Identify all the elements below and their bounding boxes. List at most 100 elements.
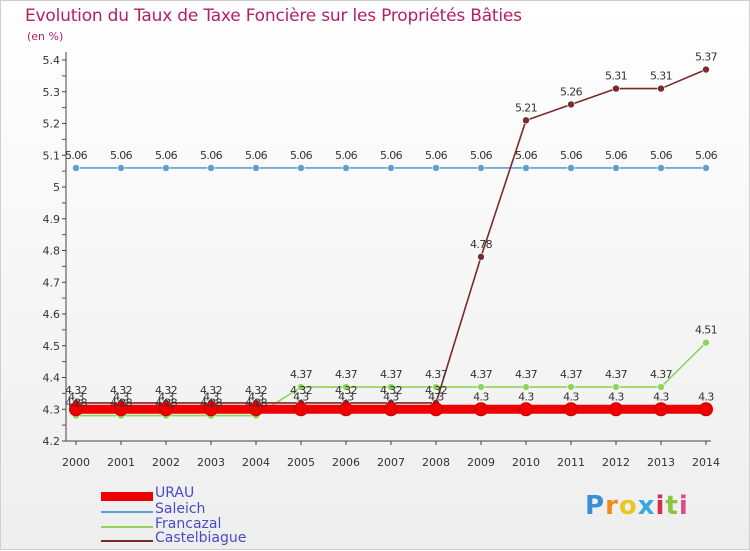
chart-title: Evolution du Taux de Taxe Foncière sur l… [25,6,522,26]
y-tick-label: 5.3 [43,86,61,99]
data-point-urau [654,402,668,417]
logo-letter: t [665,491,679,521]
data-label-urau: 4.3 [608,390,624,403]
data-label-francazal: 4.37 [335,368,358,381]
data-label-saleich: 5.06 [515,149,538,162]
data-point-francazal [432,383,440,391]
x-tick-label: 2006 [332,456,360,469]
data-label-castelbiague: 4.78 [470,238,493,251]
data-point-francazal [342,383,350,391]
data-point-francazal [477,383,485,391]
data-point-castelbiague [522,116,530,125]
data-label-saleich: 5.06 [605,149,628,162]
data-label-urau: 4.3 [563,390,579,403]
x-tick-label: 2014 [692,456,720,469]
data-label-castelbiague: 5.21 [515,101,537,114]
data-label-saleich: 5.06 [650,149,673,162]
value-labels: 4.3 4.3 4.3 4.3 4.3 4.3 4.3 4.3 4.3 4.3 4.3 4.3 4.3 4… [65,51,718,410]
x-tick-label: 2013 [647,456,675,469]
data-label-saleich: 5.06 [560,149,583,162]
data-label-castelbiague: 4.32 [110,384,132,397]
data-point-urau [249,402,263,417]
data-label-francazal: 4.28 [245,397,268,410]
data-point-urau [519,402,533,417]
data-label-saleich: 5.06 [290,149,313,162]
data-point-urau [384,402,398,417]
data-point-saleich [297,164,305,172]
legend-label-castelbiague: Castelbiague [155,530,247,546]
logo-letter: r [605,491,619,521]
data-label-castelbiague: 4.32 [65,384,87,397]
legend-label-urau: URAU [155,485,195,501]
y-tick-label: 5.4 [43,54,61,67]
data-label-castelbiague: 5.26 [560,85,583,98]
axes: 4.2 4.3 4.4 4.5 4.6 4.7 4.8 4.9 5 5.1 5.2 5.3 5.4 200… [43,52,720,469]
y-tick-label: 4.8 [43,245,61,258]
y-tick-label: 5.2 [43,118,61,131]
y-tick-label: 5.1 [43,149,61,162]
x-tick-label: 2004 [242,456,270,469]
x-tick-label: 2011 [557,456,585,469]
data-point-saleich [612,164,620,172]
data-label-saleich: 5.06 [245,149,268,162]
data-label-urau: 4.3 [428,390,444,403]
data-label-francazal: 4.51 [695,324,717,337]
data-label-francazal: 4.28 [200,397,223,410]
series-points [69,65,713,420]
data-point-saleich [432,164,440,172]
data-label-francazal: 4.28 [65,397,88,410]
data-point-francazal [567,383,575,391]
data-point-saleich [72,164,80,172]
data-label-urau: 4.3 [248,390,264,403]
data-label-francazal: 4.37 [605,368,628,381]
data-point-francazal [702,338,710,347]
y-tick-label: 4.3 [43,403,61,416]
data-point-saleich [522,164,530,172]
y-tick-label: 4.5 [43,340,61,353]
data-label-castelbiague: 4.32 [335,384,357,397]
y-tick-label: 4.7 [43,276,61,289]
x-tick-label: 2003 [197,456,225,469]
data-label-saleich: 5.06 [110,149,133,162]
data-point-saleich [342,164,350,172]
data-label-saleich: 5.06 [425,149,448,162]
data-label-francazal: 4.28 [155,397,178,410]
data-point-castelbiague [702,65,710,74]
data-label-urau: 4.3 [698,390,714,403]
x-tick-label: 2005 [287,456,315,469]
x-tick-label: 2000 [62,456,90,469]
data-point-saleich [252,164,260,172]
data-label-urau: 4.3 [113,390,129,403]
data-point-francazal [297,383,305,391]
data-label-francazal: 4.37 [380,368,403,381]
data-label-urau: 4.3 [158,390,174,403]
data-label-urau: 4.3 [203,390,219,403]
data-point-saleich [387,164,395,172]
data-point-francazal [657,383,665,391]
y-tick-label: 4.9 [43,213,61,226]
data-point-urau [294,402,308,417]
data-label-urau: 4.3 [653,390,669,403]
y-unit-label: (en %) [27,30,64,43]
legend-swatch-saleich [101,511,153,513]
data-point-saleich [477,164,485,172]
x-tick-label: 2009 [467,456,495,469]
data-label-castelbiague: 5.31 [650,70,672,83]
data-label-urau: 4.3 [68,390,84,403]
data-point-urau [474,402,488,417]
y-tick-label: 4.2 [43,435,61,448]
data-label-castelbiague: 4.32 [380,384,402,397]
data-label-urau: 4.3 [518,390,534,403]
data-point-saleich [657,164,665,172]
data-label-urau: 4.3 [473,390,489,403]
x-tick-label: 2007 [377,456,405,469]
data-point-saleich [162,164,170,172]
data-point-urau [699,402,713,417]
data-point-urau [114,402,128,417]
data-label-urau: 4.3 [338,390,354,403]
data-label-saleich: 5.06 [65,149,88,162]
data-point-castelbiague [477,253,485,261]
data-label-saleich: 5.06 [695,149,718,162]
data-point-saleich [207,164,215,172]
